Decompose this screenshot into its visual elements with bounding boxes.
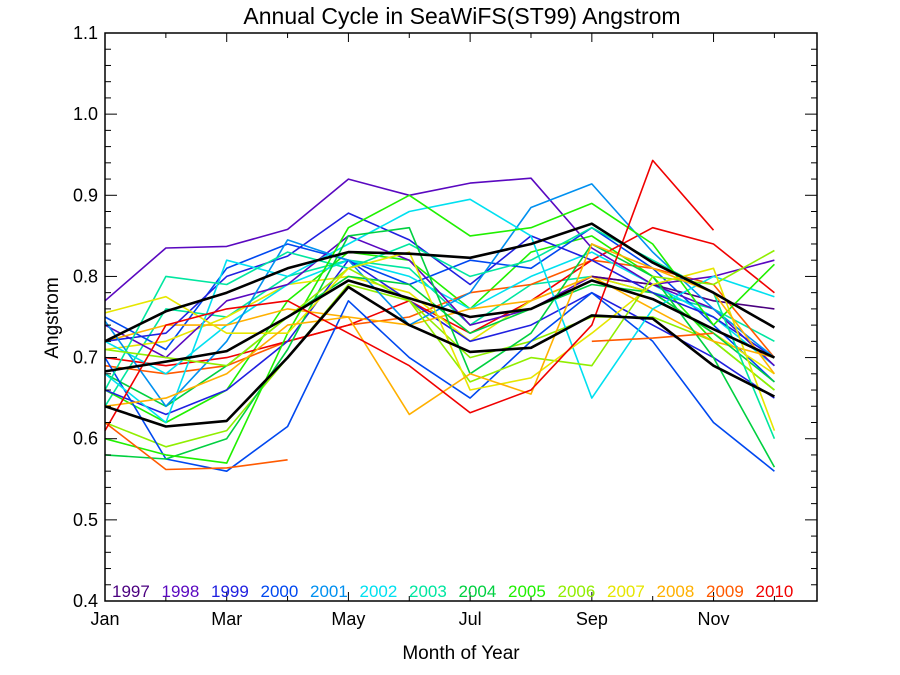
- y-tick-label: 1.1: [73, 23, 98, 43]
- y-tick-label: 0.8: [73, 266, 98, 286]
- series-line-2009: [104, 332, 714, 471]
- x-tick-label: Jul: [459, 609, 482, 629]
- series-layer: [104, 159, 776, 472]
- legend-item-2006: 2006: [558, 582, 596, 601]
- series-line-2008: [104, 243, 776, 416]
- legend-item-2007: 2007: [607, 582, 645, 601]
- legend-item-1998: 1998: [162, 582, 200, 601]
- mean-line: [104, 279, 775, 373]
- y-axis-label: Angstrom: [42, 277, 63, 358]
- legend-item-2010: 2010: [756, 582, 794, 601]
- series-line: [104, 259, 776, 375]
- mean-line: [104, 222, 776, 343]
- y-tick-label: 0.6: [73, 429, 98, 449]
- x-tick-label: Jan: [90, 609, 119, 629]
- series-line: [104, 275, 775, 359]
- x-tick-label: Sep: [576, 609, 608, 629]
- x-tick-label: Mar: [211, 609, 242, 629]
- y-tick-label: 0.7: [73, 348, 98, 368]
- y-tick-label: 0.5: [73, 510, 98, 530]
- legend-item-2001: 2001: [310, 582, 348, 601]
- series-line-2003: [104, 226, 776, 440]
- y-tick-label: 1.0: [73, 104, 98, 124]
- x-axis-label: Month of Year: [402, 643, 520, 664]
- series-line-2004: [104, 226, 776, 468]
- y-tick-label: 0.4: [73, 591, 98, 611]
- series-line-2005: [104, 194, 775, 464]
- legend-item-2005: 2005: [508, 582, 546, 601]
- series-line-2000: [104, 291, 775, 472]
- legend-item-1999: 1999: [211, 582, 249, 601]
- legend-item-2003: 2003: [409, 582, 447, 601]
- x-tick-label: May: [331, 609, 365, 629]
- x-tick-label: Nov: [698, 609, 730, 629]
- legend-item-2000: 2000: [261, 582, 299, 601]
- series-line: [104, 259, 775, 407]
- series-line-2010: [104, 159, 715, 431]
- series-line-1998: [104, 177, 775, 302]
- series-line: [104, 235, 775, 367]
- legend: 1997 1998 1999 2000 2001 2002 2003 2004 2005 2006…: [112, 582, 793, 601]
- series-line-2006: [104, 249, 775, 383]
- legend-item-2004: 2004: [459, 582, 497, 601]
- axes-layer: Jan Mar May Jul Sep Nov 0.4 0.5 0.6 0.7 0.8 0.9 1.0 1…: [73, 23, 817, 629]
- y-tick-label: 0.9: [73, 185, 98, 205]
- mean-line: [104, 285, 775, 428]
- legend-item-2009: 2009: [706, 582, 744, 601]
- series-line-2007: [104, 251, 776, 431]
- plot-frame: [104, 32, 818, 602]
- series-line: [104, 283, 775, 448]
- legend-item-2008: 2008: [657, 582, 695, 601]
- chart-title: Annual Cycle in SeaWiFS(ST99) Angstrom: [243, 3, 680, 29]
- legend-item-2002: 2002: [360, 582, 398, 601]
- legend-item-1997: 1997: [112, 582, 150, 601]
